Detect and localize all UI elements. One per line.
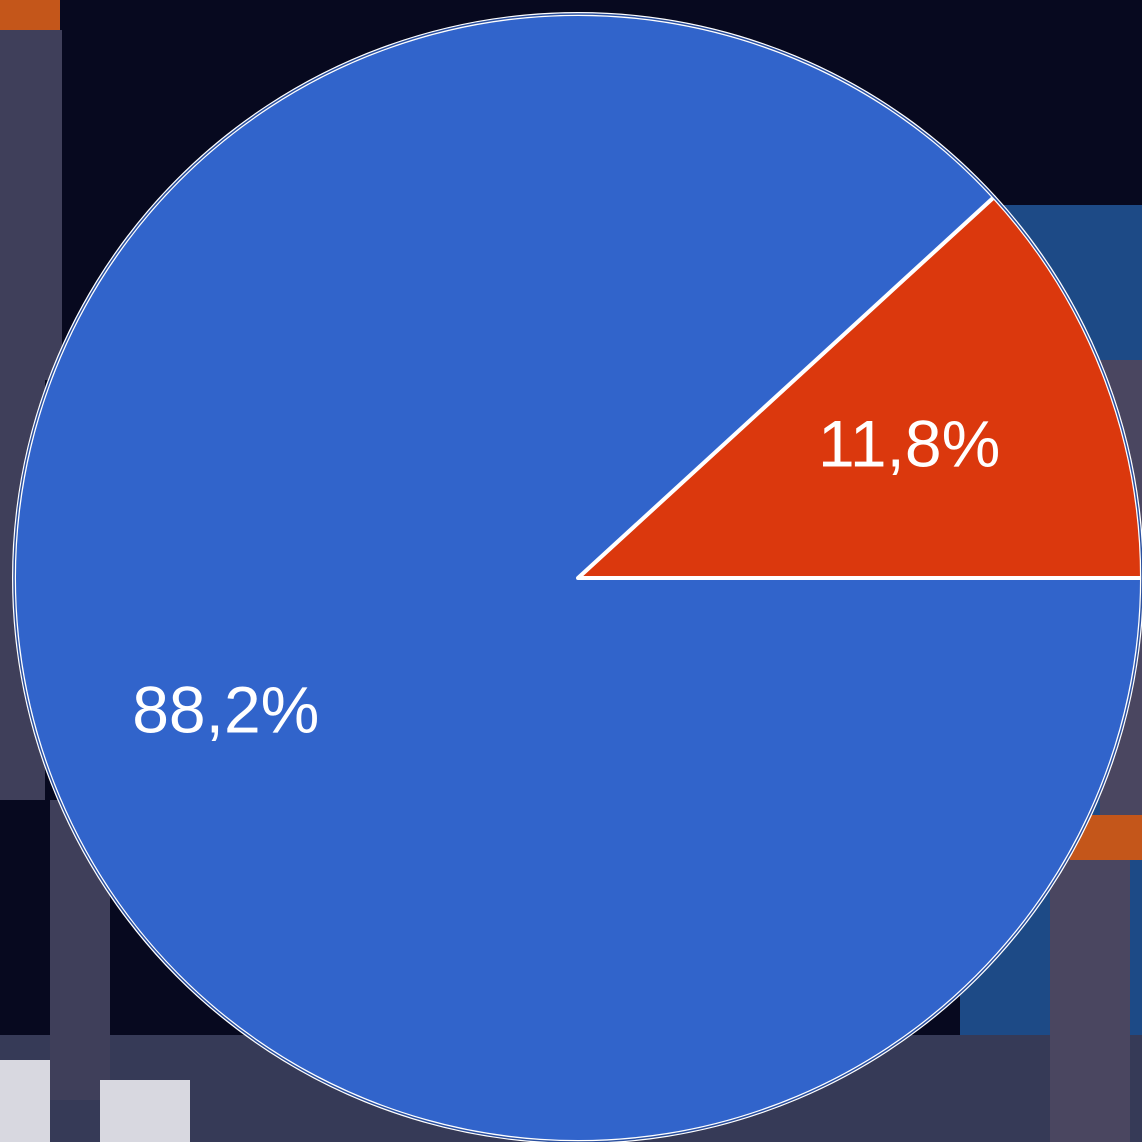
pie-slices [12,12,1142,1142]
pie-labels: 11,8% 88,2% [132,407,1000,747]
pie-outline [13,13,1142,1142]
pie-slice-label-2: 88,2% [132,672,319,746]
pie-slice-label-1: 11,8% [818,407,1000,481]
pie-slice-2 [12,12,1142,1142]
